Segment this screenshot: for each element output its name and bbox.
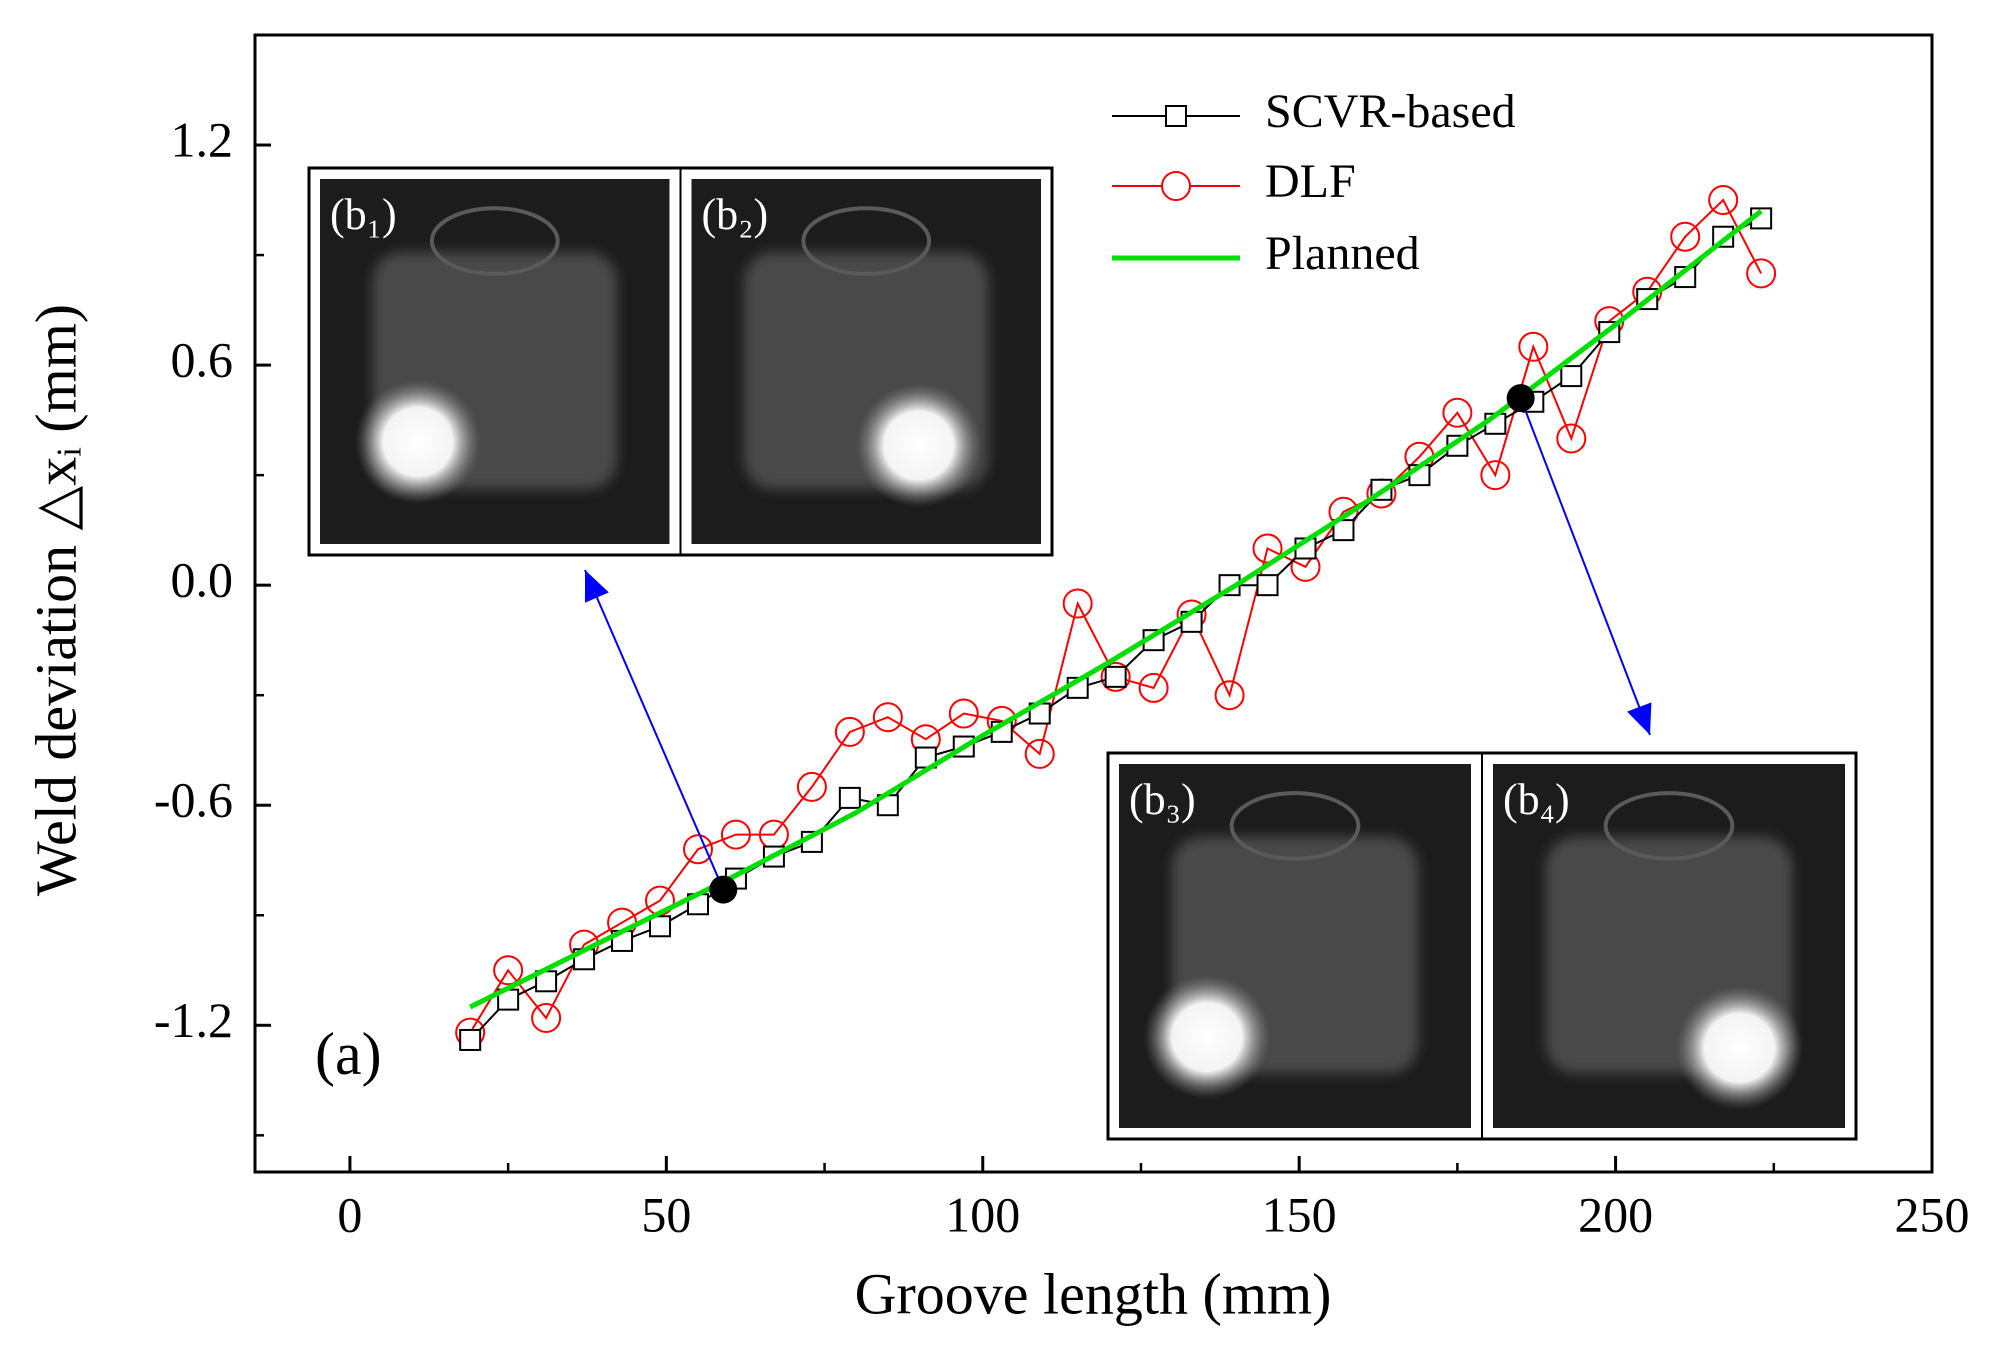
square-marker xyxy=(1332,519,1355,542)
circle-marker xyxy=(1442,397,1473,428)
x-tick-label: 250 xyxy=(1895,1186,1970,1242)
circle-marker xyxy=(872,702,903,733)
arc-glow xyxy=(1676,986,1803,1110)
pool-top xyxy=(1229,791,1361,861)
circle-marker xyxy=(1746,258,1777,289)
x-tick-label: 150 xyxy=(1262,1186,1337,1242)
circle-marker xyxy=(1100,661,1131,692)
pool-top xyxy=(801,206,932,276)
y-tick-label: -1.2 xyxy=(154,992,233,1048)
circle-marker xyxy=(1708,185,1739,216)
plot-frame xyxy=(253,33,1934,1174)
circle-marker xyxy=(1670,221,1701,252)
x-tick-label: 50 xyxy=(641,1186,691,1242)
circle-marker xyxy=(720,819,751,850)
highlight-point xyxy=(1506,384,1535,413)
circle-marker xyxy=(682,834,713,865)
y-tick-label: -0.6 xyxy=(154,772,233,828)
x-axis-title: Groove length (mm) xyxy=(855,1261,1332,1326)
square-marker xyxy=(838,786,861,809)
circle-marker xyxy=(493,955,524,986)
square-marker xyxy=(649,915,672,938)
square-marker xyxy=(1256,574,1279,597)
circle-marker xyxy=(1024,738,1055,769)
y-tick-label: 1.2 xyxy=(171,112,234,168)
insets: (b₁) (b₂) (b₃) (b₄) xyxy=(307,166,1858,1141)
circle-marker xyxy=(1518,331,1549,362)
circle-marker xyxy=(796,771,827,802)
x-tick-label: 0 xyxy=(337,1186,362,1242)
circle-marker xyxy=(1556,423,1587,454)
inset-label: (b₁) xyxy=(330,190,397,239)
circle-marker xyxy=(834,716,865,747)
circle-marker xyxy=(1214,680,1245,711)
inset-label: (b₄) xyxy=(1503,775,1570,824)
square-marker xyxy=(1104,665,1127,688)
arrow-head xyxy=(1627,702,1652,735)
legend-marker xyxy=(1161,171,1191,201)
legend-marker xyxy=(1165,105,1187,127)
circle-marker xyxy=(948,698,979,729)
arc-glow xyxy=(855,383,982,508)
arrow-head xyxy=(584,570,609,603)
circle-marker xyxy=(1062,588,1093,619)
x-tick-label: 100 xyxy=(945,1186,1020,1242)
legend-label: DLF xyxy=(1265,155,1356,208)
arrow-line xyxy=(1519,397,1651,736)
panel-label: (a) xyxy=(315,1021,382,1087)
y-tick-label: 0.0 xyxy=(171,552,234,608)
series-line xyxy=(469,209,1763,1010)
circle-marker xyxy=(1480,460,1511,491)
legend-label: SCVR-based xyxy=(1265,85,1516,138)
circle-marker xyxy=(1138,672,1169,703)
y-tick-label: 0.6 xyxy=(171,332,234,388)
inset-label: (b₃) xyxy=(1129,775,1196,824)
pool-top xyxy=(1603,791,1735,861)
pool-top xyxy=(429,206,560,276)
inset-label: (b₂) xyxy=(702,190,769,239)
x-tick-label: 200 xyxy=(1578,1186,1653,1242)
square-marker xyxy=(459,1028,482,1051)
arc-glow xyxy=(1143,975,1271,1099)
legend-label: Planned xyxy=(1265,227,1420,280)
circle-marker xyxy=(531,1002,562,1033)
arc-glow xyxy=(354,379,481,504)
highlight-point xyxy=(709,875,738,904)
y-axis-title: Weld deviation △xᵢ (mm) xyxy=(23,304,88,896)
arrow-line xyxy=(584,569,725,890)
square-marker xyxy=(1560,365,1583,388)
